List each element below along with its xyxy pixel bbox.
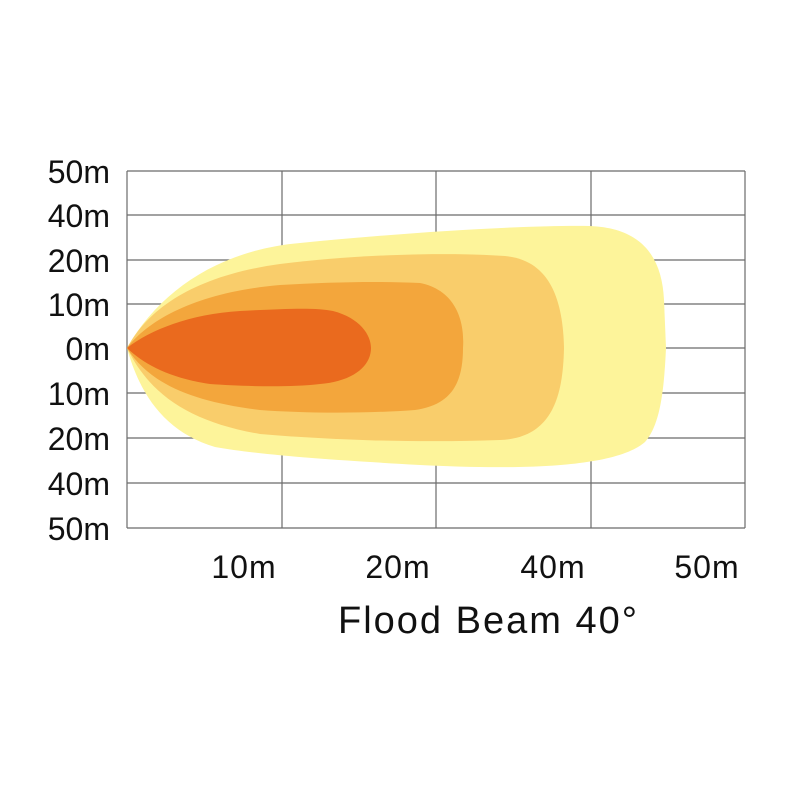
y-tick-labels: 50m 40m 20m 10m 0m 10m 20m 40m 50m: [48, 154, 110, 547]
y-tick-label: 10m: [48, 287, 110, 323]
y-tick-label: 0m: [66, 331, 110, 367]
y-tick-label: 50m: [48, 154, 110, 190]
y-tick-label: 20m: [48, 421, 110, 457]
y-tick-label: 40m: [48, 466, 110, 502]
y-tick-label: 10m: [48, 376, 110, 412]
beam-zones: [127, 225, 666, 468]
chart-title: Flood Beam 40°: [338, 600, 639, 642]
x-tick-label: 20m: [365, 549, 430, 585]
x-tick-label: 10m: [211, 549, 276, 585]
y-tick-label: 40m: [48, 198, 110, 234]
x-tick-label: 40m: [520, 549, 585, 585]
beam-zone-core: [127, 308, 371, 387]
y-tick-label: 50m: [48, 511, 110, 547]
y-tick-label: 20m: [48, 243, 110, 279]
x-tick-label: 50m: [674, 549, 739, 585]
x-tick-labels: 10m 20m 40m 50m: [211, 549, 739, 585]
